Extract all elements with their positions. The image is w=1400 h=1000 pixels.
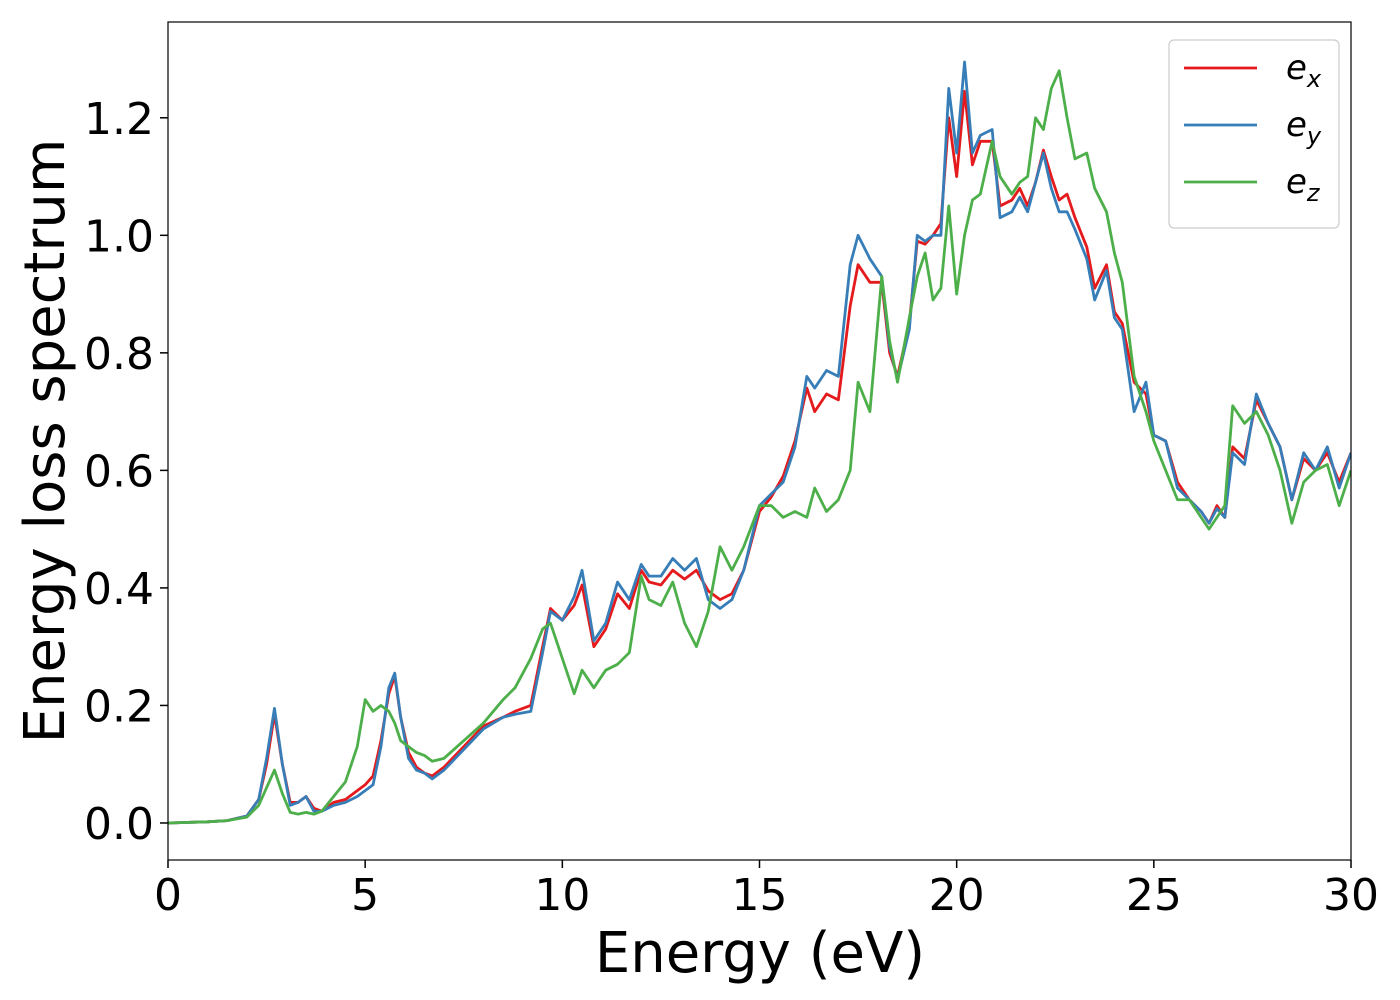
y-tick-label: 1.0 xyxy=(84,211,154,262)
x-tick-label: 0 xyxy=(154,870,182,921)
x-tick-label: 5 xyxy=(351,870,379,921)
line-series xyxy=(168,60,1351,825)
x-tick-label: 10 xyxy=(534,870,590,921)
plot-frame xyxy=(167,21,1352,861)
legend-label: ez xyxy=(1286,162,1321,207)
legend-label: ey xyxy=(1286,105,1322,150)
x-tick-label: 20 xyxy=(929,870,985,921)
y-tick-label: 0.0 xyxy=(84,799,154,850)
legend-label: ex xyxy=(1286,48,1322,93)
y-tick-label: 0.2 xyxy=(84,681,154,732)
y-tick-label: 0.6 xyxy=(84,446,154,497)
y-tick-label: 0.4 xyxy=(84,564,154,615)
y-axis-label: Energy loss spectrum xyxy=(13,139,78,744)
x-tick-label: 25 xyxy=(1126,870,1182,921)
x-axis-label: Energy (eV) xyxy=(595,921,925,986)
line-series xyxy=(168,69,1351,825)
y-tick-label: 1.2 xyxy=(84,94,154,145)
y-tick-label: 0.8 xyxy=(84,329,154,380)
x-tick-label: 30 xyxy=(1323,870,1379,921)
x-tick-label: 15 xyxy=(732,870,788,921)
